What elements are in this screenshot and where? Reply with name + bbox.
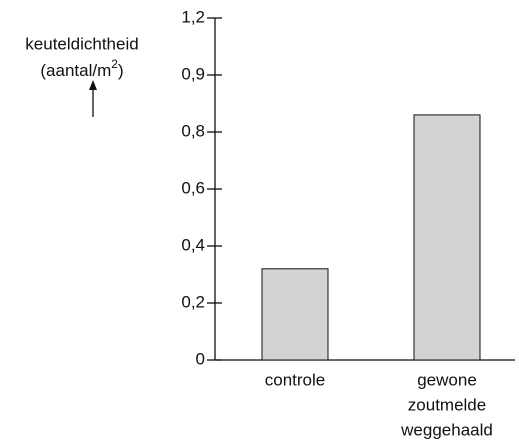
arrow-head [89, 80, 97, 90]
x-tick-label: controle [265, 370, 325, 389]
bar [261, 268, 329, 361]
y-tick-label: 1,2 [181, 7, 205, 26]
bar [413, 114, 481, 361]
y-tick-label: 0 [196, 349, 205, 368]
y-tick-label: 0,8 [181, 121, 205, 140]
y-tick-label: 0,4 [181, 235, 205, 254]
x-tick-label: zoutmelde [408, 395, 486, 414]
y-tick-label: 0,2 [181, 292, 205, 311]
x-tick-label: weggehaald [400, 420, 493, 439]
y-axis-unit: (aantal/m2) [40, 57, 123, 80]
x-tick-label: gewone [417, 370, 477, 389]
y-tick-label: 0,6 [181, 178, 205, 197]
y-tick-label: 0,9 [181, 64, 205, 83]
y-axis-label: keuteldichtheid [25, 34, 138, 53]
